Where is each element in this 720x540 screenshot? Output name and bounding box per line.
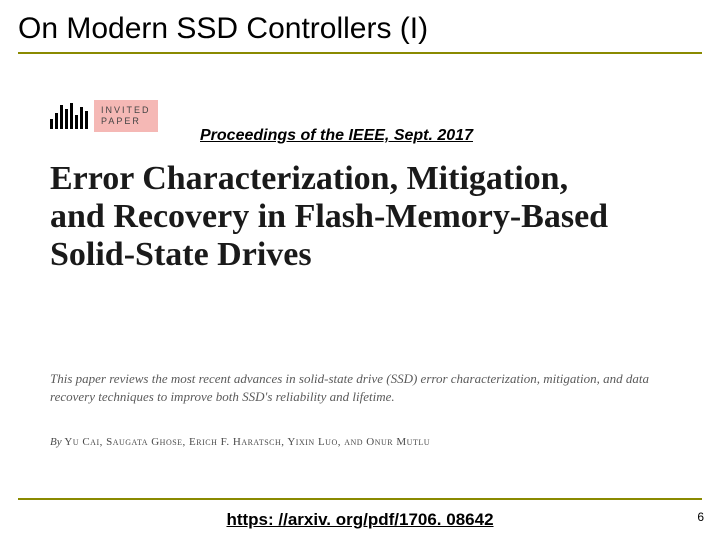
- barcode-icon: [50, 103, 88, 129]
- title-underline: [18, 52, 702, 54]
- paper-authors: By Yu Cai, Saugata Ghose, Erich F. Harat…: [50, 436, 430, 448]
- authors-by: By: [50, 436, 64, 448]
- paper-title: Error Characterization, Mitigation, and …: [50, 160, 610, 274]
- invited-paper-box: INVITED PAPER: [94, 100, 158, 132]
- authors-names: Yu Cai, Saugata Ghose, Erich F. Haratsch…: [64, 436, 430, 448]
- footer-link[interactable]: https: //arxiv. org/pdf/1706. 08642: [0, 510, 720, 530]
- invited-text-line2: PAPER: [101, 116, 151, 127]
- footer-underline: [18, 498, 702, 500]
- slide-title: On Modern SSD Controllers (I): [0, 0, 720, 50]
- proceedings-text: Proceedings of the IEEE, Sept. 2017: [200, 127, 473, 145]
- paper-abstract: This paper reviews the most recent advan…: [50, 370, 660, 407]
- invited-text-line1: INVITED: [101, 105, 151, 116]
- invited-paper-badge: INVITED PAPER: [50, 100, 158, 132]
- page-number: 6: [697, 510, 704, 524]
